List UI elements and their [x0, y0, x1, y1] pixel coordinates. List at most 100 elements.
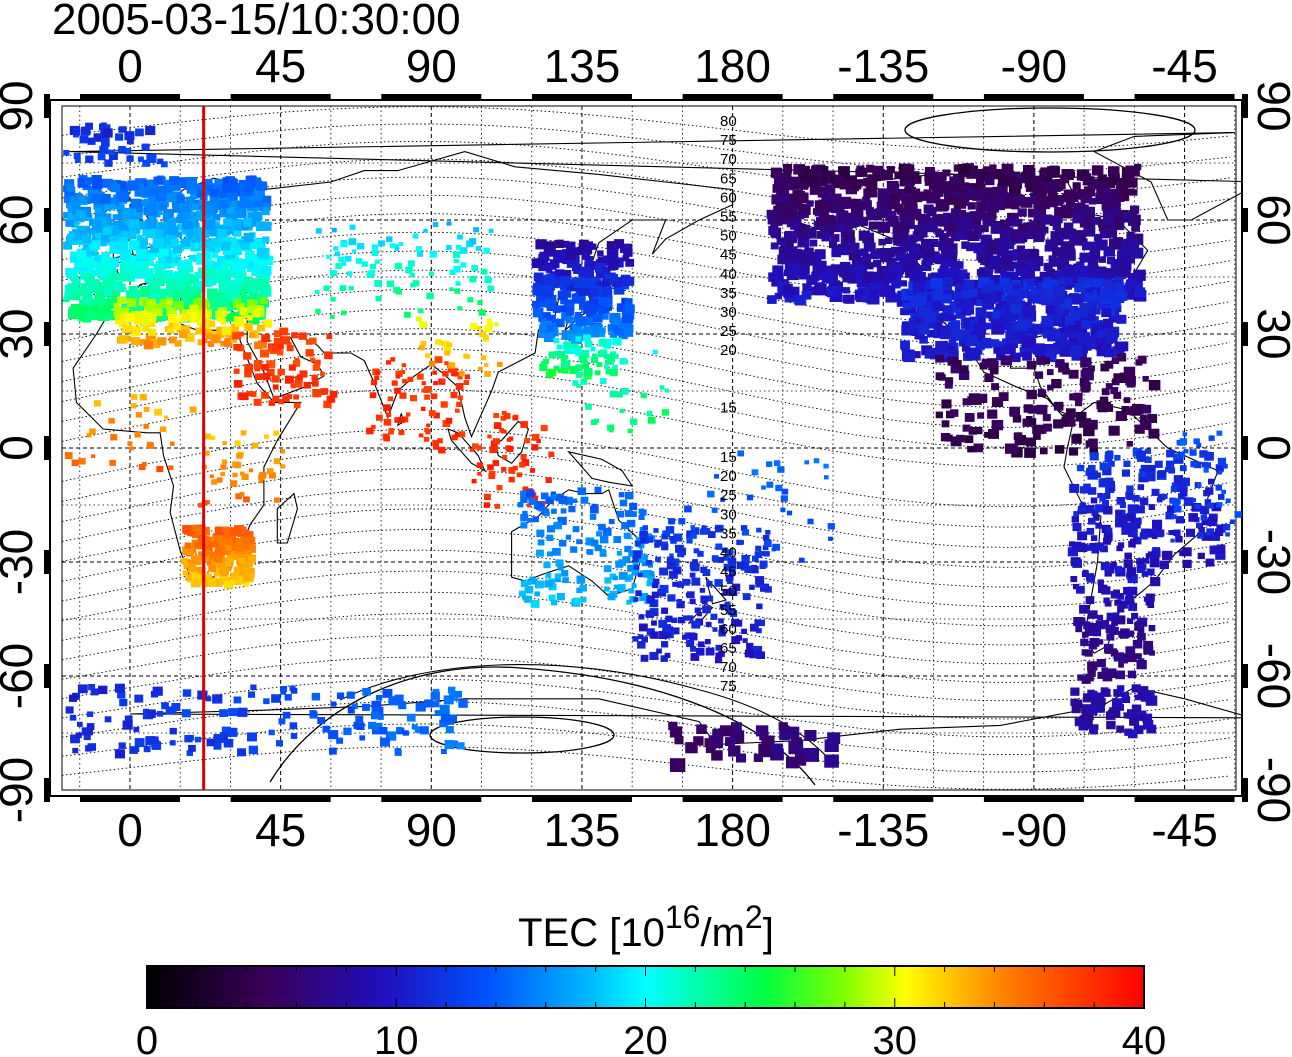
- tec-cell: [1053, 419, 1064, 429]
- tec-cell: [668, 570, 678, 579]
- tec-cell: [153, 264, 164, 273]
- tec-cell: [170, 441, 175, 446]
- tec-cell: [1093, 292, 1102, 300]
- tec-cell: [1127, 630, 1135, 637]
- tec-cell: [786, 756, 799, 769]
- tec-cell: [1112, 316, 1120, 323]
- tec-cell: [158, 256, 166, 264]
- tec-cell: [244, 370, 252, 378]
- tec-cell: [1085, 596, 1095, 604]
- tec-cell: [734, 619, 743, 627]
- tec-cell: [1091, 241, 1100, 249]
- tec-cell: [77, 721, 83, 727]
- tec-cell: [1085, 649, 1093, 657]
- coastline: [99, 151, 734, 439]
- tec-cell: [821, 233, 831, 242]
- tec-cell: [950, 208, 962, 218]
- tec-cell: [561, 570, 569, 577]
- tec-cell: [967, 446, 975, 453]
- tec-cell: [590, 346, 596, 352]
- tec-cell: [989, 246, 999, 255]
- tec-cell: [225, 545, 232, 551]
- tec-cell: [239, 195, 250, 205]
- tec-cell: [173, 322, 182, 330]
- tec-cell: [211, 252, 219, 259]
- tec-cell: [197, 535, 205, 541]
- tec-cell: [245, 182, 255, 191]
- tec-cell: [122, 720, 133, 730]
- tec-cell: [399, 392, 407, 399]
- tec-cell: [98, 685, 108, 695]
- frame-bar: [44, 436, 50, 460]
- tec-cell: [1026, 360, 1037, 370]
- tec-cell: [349, 224, 356, 230]
- tec-cell: [666, 561, 676, 570]
- tec-cell: [840, 247, 850, 256]
- tec-cell: [536, 549, 544, 557]
- tec-cell: [955, 269, 968, 280]
- tec-cell: [124, 335, 132, 342]
- tec-cell: [614, 325, 627, 336]
- tec-cell: [965, 334, 979, 347]
- tec-cell: [179, 177, 191, 188]
- tec-cell: [296, 374, 303, 380]
- tec-cell: [689, 598, 696, 605]
- tec-cell: [547, 551, 553, 557]
- tec-cell: [65, 706, 74, 714]
- tec-cell: [1125, 188, 1134, 196]
- tec-cell: [124, 131, 135, 141]
- tec-cell: [1057, 339, 1071, 351]
- tec-cell: [201, 178, 213, 189]
- tec-cell: [145, 334, 156, 344]
- tec-cell: [861, 253, 872, 262]
- tec-cell: [754, 551, 763, 559]
- bottom-tick-label: -45: [1151, 804, 1217, 856]
- tec-cell: [77, 177, 89, 188]
- top-tick-label: -45: [1151, 40, 1217, 92]
- colorbar-tick-label: 40: [1122, 1019, 1167, 1057]
- tec-cell: [220, 464, 227, 470]
- tec-cell: [1104, 404, 1114, 412]
- tec-cell: [870, 272, 883, 284]
- tec-cell: [131, 310, 141, 319]
- tec-cell: [108, 227, 118, 236]
- tec-cell: [992, 311, 1000, 319]
- tec-cell: [1109, 238, 1122, 250]
- tec-cell: [616, 550, 623, 556]
- tec-cell: [70, 197, 80, 206]
- tec-cell: [168, 313, 178, 323]
- tec-cell: [1136, 660, 1147, 670]
- tec-cell: [229, 193, 238, 201]
- tec-cell: [633, 564, 640, 570]
- tec-cell: [218, 199, 228, 208]
- tec-cell: [101, 234, 110, 243]
- tec-cell: [1088, 464, 1096, 472]
- tec-cell: [658, 619, 668, 628]
- tec-cell: [819, 211, 828, 219]
- tec-cell: [102, 128, 113, 138]
- tec-cell: [1205, 558, 1215, 567]
- magnetic-contour: [61, 448, 1231, 528]
- tec-cell: [520, 496, 528, 503]
- tec-cell: [330, 701, 337, 707]
- tec-cell: [546, 314, 556, 323]
- tec-cell: [1011, 447, 1023, 458]
- tec-cell: [252, 191, 263, 201]
- tec-cell: [1140, 414, 1147, 421]
- frame-bar: [1242, 664, 1248, 688]
- tec-cell: [1197, 552, 1205, 560]
- tec-cell: [877, 206, 886, 215]
- tec-cell: [572, 380, 579, 386]
- tec-cell: [664, 626, 674, 634]
- tec-cell: [620, 246, 628, 254]
- tec-cell: [186, 265, 194, 273]
- tec-cell: [520, 522, 528, 529]
- tec-cell: [544, 274, 556, 285]
- tec-cell: [210, 541, 218, 548]
- tec-cell: [236, 208, 247, 219]
- tec-cell: [532, 285, 544, 296]
- tec-cell: [95, 207, 102, 214]
- tec-cell: [1085, 704, 1096, 714]
- tec-cell: [891, 262, 902, 272]
- tec-cell: [418, 344, 425, 351]
